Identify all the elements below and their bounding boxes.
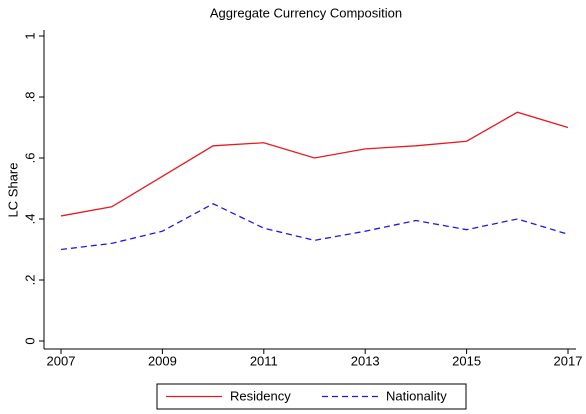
x-tick-label: 2017 [554,353,583,368]
y-tick-label: .8 [22,92,37,103]
x-tick-label: 2009 [148,353,177,368]
x-tick-label: 2007 [47,353,76,368]
series-line [60,111,569,217]
y-tick-label: .6 [22,153,37,164]
legend-label: Nationality [386,388,447,403]
series-line [60,203,569,251]
chart-title: Aggregate Currency Composition [210,5,402,20]
y-axis-label: LC Share [5,163,20,218]
y-tick-label: 1 [22,32,37,39]
x-tick-label: 2011 [250,353,278,368]
y-tick-label: 0 [22,337,37,344]
legend-label: Residency [230,388,291,403]
y-tick-label: .4 [22,214,37,225]
x-tick-label: 2015 [452,353,481,368]
x-tick-label: 2013 [351,353,380,368]
y-tick-label: .2 [22,275,37,286]
